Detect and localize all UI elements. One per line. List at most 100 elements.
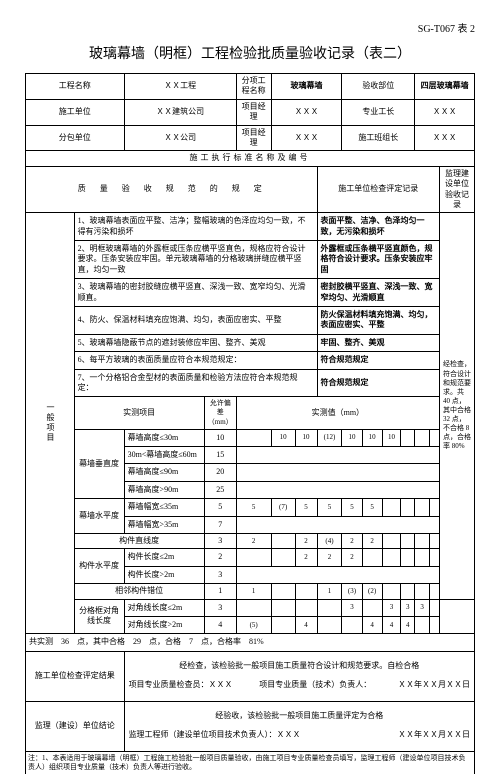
m-item: 实测项目 (74, 397, 204, 429)
val: ＸＸ公司 (124, 125, 236, 151)
c (271, 549, 295, 566)
v: 2 (204, 549, 236, 566)
c (342, 616, 362, 633)
r1: 表面平整、洁净、色泽均匀一致，无污染和损坏 (317, 213, 439, 241)
c: 4 (295, 616, 317, 633)
c (415, 616, 430, 633)
q-rec: 施工单位检查评定记录 (317, 166, 439, 213)
val: 玻璃幕墙 (271, 74, 342, 100)
val: ＸＸＸ (271, 125, 342, 151)
c (415, 549, 430, 566)
c (401, 584, 415, 599)
c2-date: ＸＸ年ＸＸ月ＸＸ日 (398, 729, 470, 742)
q4: 4、防火、保温材料填充应饱满、均匀，表面应密实、平整 (74, 307, 317, 335)
c: 5 (295, 499, 317, 516)
q3: 3、玻璃幕墙的密封胶缝应横平竖直、深浅一致、宽窄均匀、光滑顺直。 (74, 279, 317, 307)
q1: 1、玻璃幕墙表面应平整、洁净；整幅玻璃的色泽应均匀一致，不得有污染和损坏 (74, 213, 317, 241)
c (430, 534, 440, 549)
label: 工程名称 (26, 74, 125, 100)
val: ＸＸＸ (271, 99, 342, 125)
c (382, 534, 401, 549)
note: 注：1、本表适用于玻璃幕墙（明框）工程施工检验批一般项目质量验收，由施工项目专业… (26, 751, 475, 774)
c (415, 499, 430, 516)
c (271, 534, 295, 549)
c: (5) (236, 616, 271, 633)
c (415, 429, 430, 446)
c (401, 549, 415, 566)
i6a: 对角线长度≤2m (124, 599, 204, 616)
c: (7) (271, 499, 295, 516)
val: ＸＸ建筑公司 (124, 99, 236, 125)
c: 4 (401, 616, 415, 633)
val: ＸＸＸ (415, 125, 475, 151)
i1d: 幕墙高度>90m (124, 481, 204, 498)
c (415, 534, 430, 549)
c (382, 549, 401, 566)
c2-sig1: 监理工程师（建设单位项目技术负责人）：ＸＸＸ (129, 729, 301, 742)
c1-date: ＸＸ年ＸＸ月ＸＸ日 (398, 679, 470, 692)
val: ＸＸＸ (415, 99, 475, 125)
c (430, 584, 440, 599)
c2-label: 监理（建设）单位结论 (26, 701, 125, 751)
c: (2) (362, 584, 382, 599)
i4b: 构件长度>2m (124, 566, 204, 583)
c1-label: 施工单位检查评定结果 (26, 651, 125, 701)
c (271, 599, 295, 616)
c: 10 (342, 429, 362, 446)
v: 1 (204, 584, 236, 599)
main-table: 工程名称 ＸＸ工程 分项工程名称 玻璃幕墙 验收部位 四层玻璃幕墙 施工单位 Ｘ… (25, 73, 475, 774)
c: 2 (342, 549, 362, 566)
c: 5 (236, 499, 271, 516)
c (317, 599, 342, 616)
c (271, 584, 295, 599)
r5: 牢固、整齐、美观 (317, 334, 439, 351)
c: 2 (295, 549, 317, 566)
i6: 分格框对角线长度 (74, 599, 124, 634)
c (317, 616, 342, 633)
sup-text: 经检查，符合设计和规范要求。共 40 点，其中合格 32 点，不合格 8 点，合… (440, 213, 475, 599)
c: 10 (295, 429, 317, 446)
c (236, 599, 271, 616)
c: 5 (317, 499, 342, 516)
i1b: 30m<幕墙高度≤60m (124, 447, 204, 464)
r6: 符合规范规定 (317, 352, 439, 369)
c1-text: 经检查，该检验批一般项目施工质量符合设计和规范要求。自检合格 (179, 661, 419, 670)
v: 7 (204, 516, 236, 533)
v: 3 (204, 534, 236, 549)
c: 2 (317, 549, 342, 566)
c: 1 (236, 584, 271, 599)
page-title: 玻璃幕墙（明框）工程检验批质量验收记录（表二） (25, 43, 475, 63)
c: (4) (317, 534, 342, 549)
label: 施工单位 (26, 99, 125, 125)
label: 分项工程名称 (236, 74, 271, 100)
c (382, 499, 401, 516)
c (430, 429, 440, 446)
c: 4 (362, 616, 382, 633)
c (236, 429, 271, 446)
c (430, 616, 440, 633)
v: 4 (204, 616, 236, 633)
i1a: 幕墙高度≤30m (124, 429, 204, 446)
i5: 相邻构件错位 (74, 584, 204, 599)
c (430, 599, 440, 616)
label: 施工班组长 (342, 125, 415, 151)
c: (12) (317, 429, 342, 446)
c (415, 584, 430, 599)
label: 分包单位 (26, 125, 125, 151)
c: 2 (236, 534, 271, 549)
v: 3 (204, 566, 236, 583)
c (236, 549, 271, 566)
c: 3 (401, 599, 415, 616)
c: 3 (415, 599, 430, 616)
i2: 幕墙水平度 (74, 499, 124, 534)
c1-sig1: 项目专业质量检查员：ＸＸＸ (129, 679, 233, 692)
v: 3 (204, 599, 236, 616)
r3: 密封胶横平竖直、深浅一致、宽窄均匀、光滑顺直 (317, 279, 439, 307)
m-allow: 允许偏差（mm） (204, 397, 236, 429)
c (401, 534, 415, 549)
c (401, 429, 415, 446)
c: 2 (362, 534, 382, 549)
label: 项目经理 (236, 99, 271, 125)
c (430, 549, 440, 566)
c: 3 (382, 599, 401, 616)
